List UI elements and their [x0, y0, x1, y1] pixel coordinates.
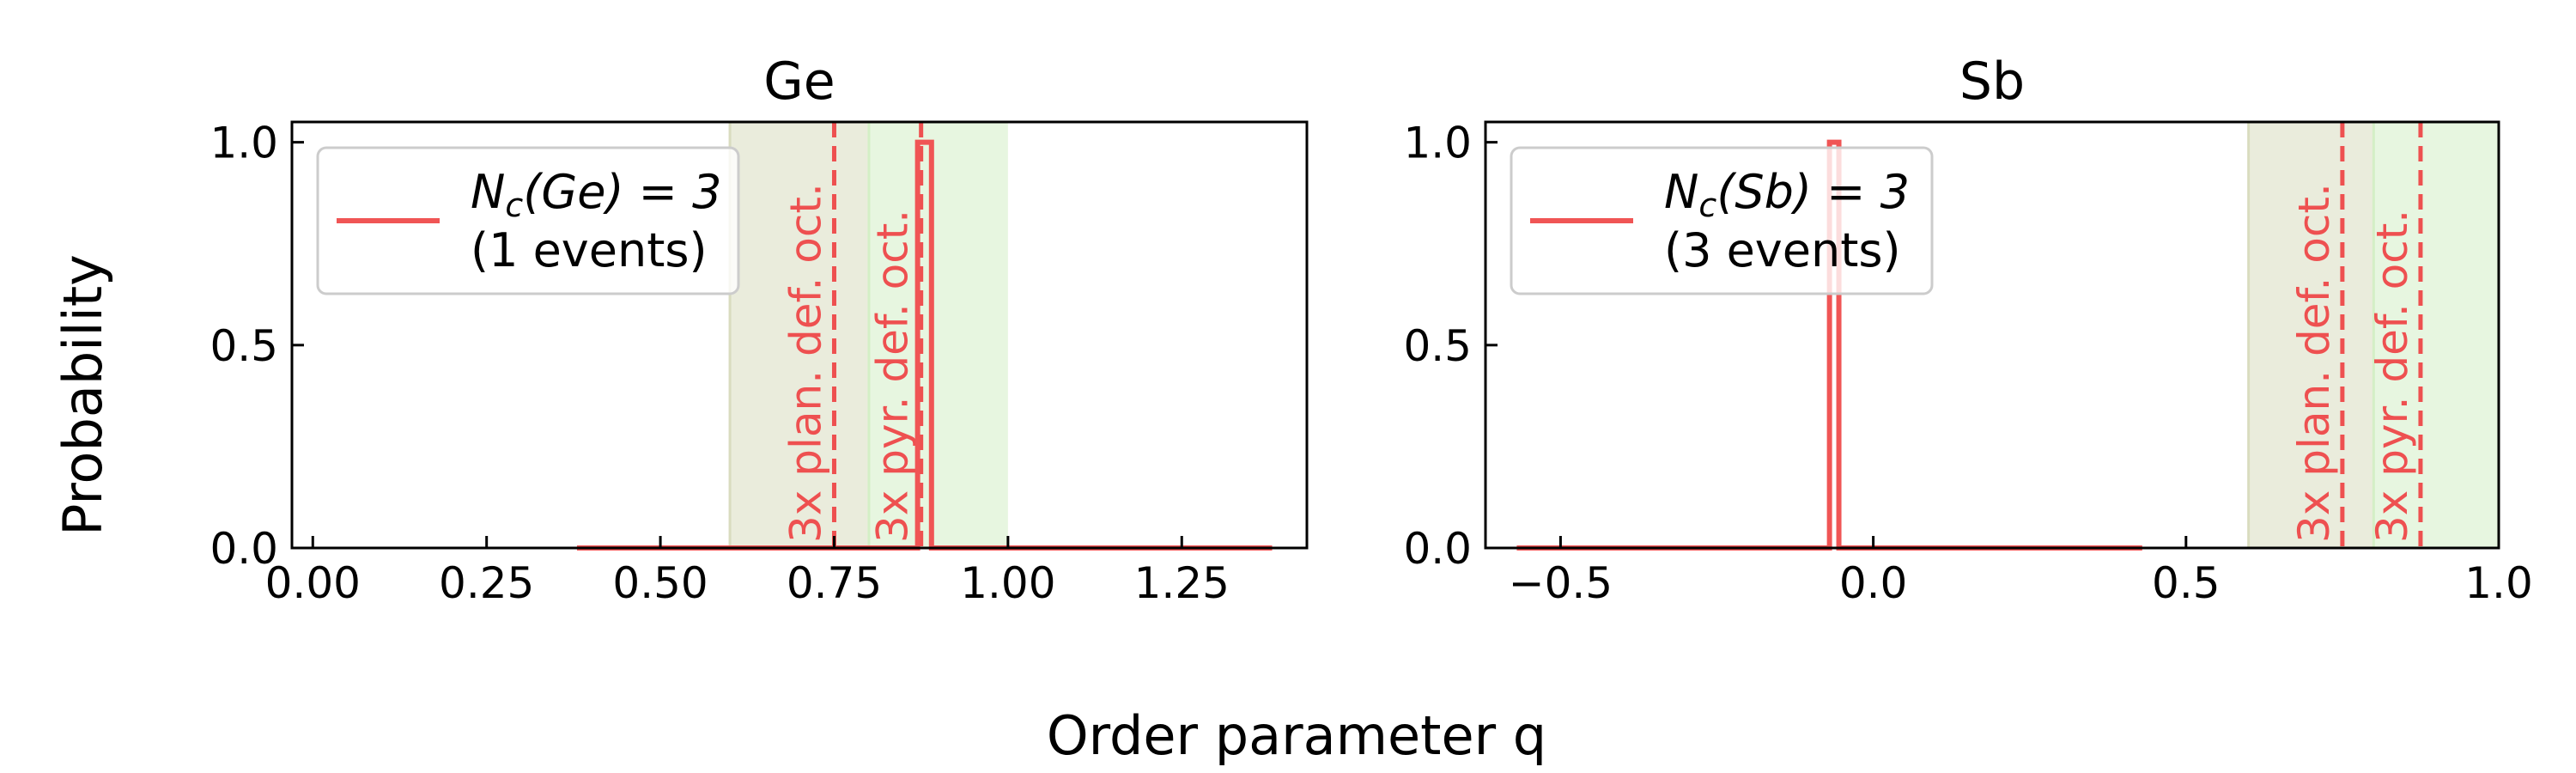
x-axis-label: Order parameter q [1047, 704, 1546, 767]
x-tick-label-2: 0.5 [2152, 558, 2221, 608]
legend-entry-line2: (1 events) [471, 223, 708, 277]
y-tick-label-0: 0.0 [1403, 524, 1472, 574]
shaded-region-1 [2373, 122, 2499, 548]
panel-title: Sb [1959, 52, 2025, 112]
panel-sb: 3x plan. def. oct. 3x pyr. def. oct. −0.5 0… [1403, 52, 2532, 608]
legend-entry-line2: (3 events) [1664, 223, 1901, 277]
y-axis-label: Probability [52, 254, 114, 536]
reference-line-label-0: 3x plan. def. oct. [2289, 183, 2339, 543]
reference-line-label-1: 3x pyr. def. oct. [2367, 210, 2417, 543]
y-tick-label-0: 0.0 [210, 524, 278, 574]
axes-frame [1484, 120, 2500, 550]
shaded-region-1 [868, 122, 1008, 548]
panel-title: Ge [763, 52, 835, 112]
shaded-region-0 [730, 122, 869, 548]
x-tick-label-0: −0.5 [1509, 558, 1613, 608]
x-tick-label-4: 1.00 [960, 558, 1055, 608]
x-tick-label-3: 1.0 [2464, 558, 2533, 608]
legend-entry-line1: Nc(Sb) = 3 [1664, 165, 1910, 224]
x-tick-label-0: 0.00 [265, 558, 361, 608]
x-tick-label-1: 0.0 [1839, 558, 1908, 608]
panel-ge: 3x plan. def. oct. 3x pyr. def. oct.0.00 0… [210, 52, 1309, 608]
y-tick-label-2: 1.0 [1403, 119, 1472, 168]
y-tick-label-1: 0.5 [210, 321, 278, 371]
legend-box [1510, 146, 1934, 295]
y-tick-label-1: 0.5 [1403, 321, 1472, 371]
legend-entry-line1: Nc(Ge) = 3 [471, 165, 721, 224]
y-tick-label-2: 1.0 [210, 119, 278, 168]
x-tick-label-5: 1.25 [1134, 558, 1230, 608]
legend-box [316, 146, 740, 295]
reference-line-label-1: 3x pyr. def. oct. [868, 210, 918, 543]
shaded-region-0 [2248, 122, 2374, 548]
x-tick-label-2: 0.50 [612, 558, 708, 608]
x-tick-label-1: 0.25 [439, 558, 534, 608]
axes-frame [290, 120, 1309, 550]
x-tick-label-3: 0.75 [787, 558, 882, 608]
reference-line-label-0: 3x plan. def. oct. [781, 183, 830, 543]
